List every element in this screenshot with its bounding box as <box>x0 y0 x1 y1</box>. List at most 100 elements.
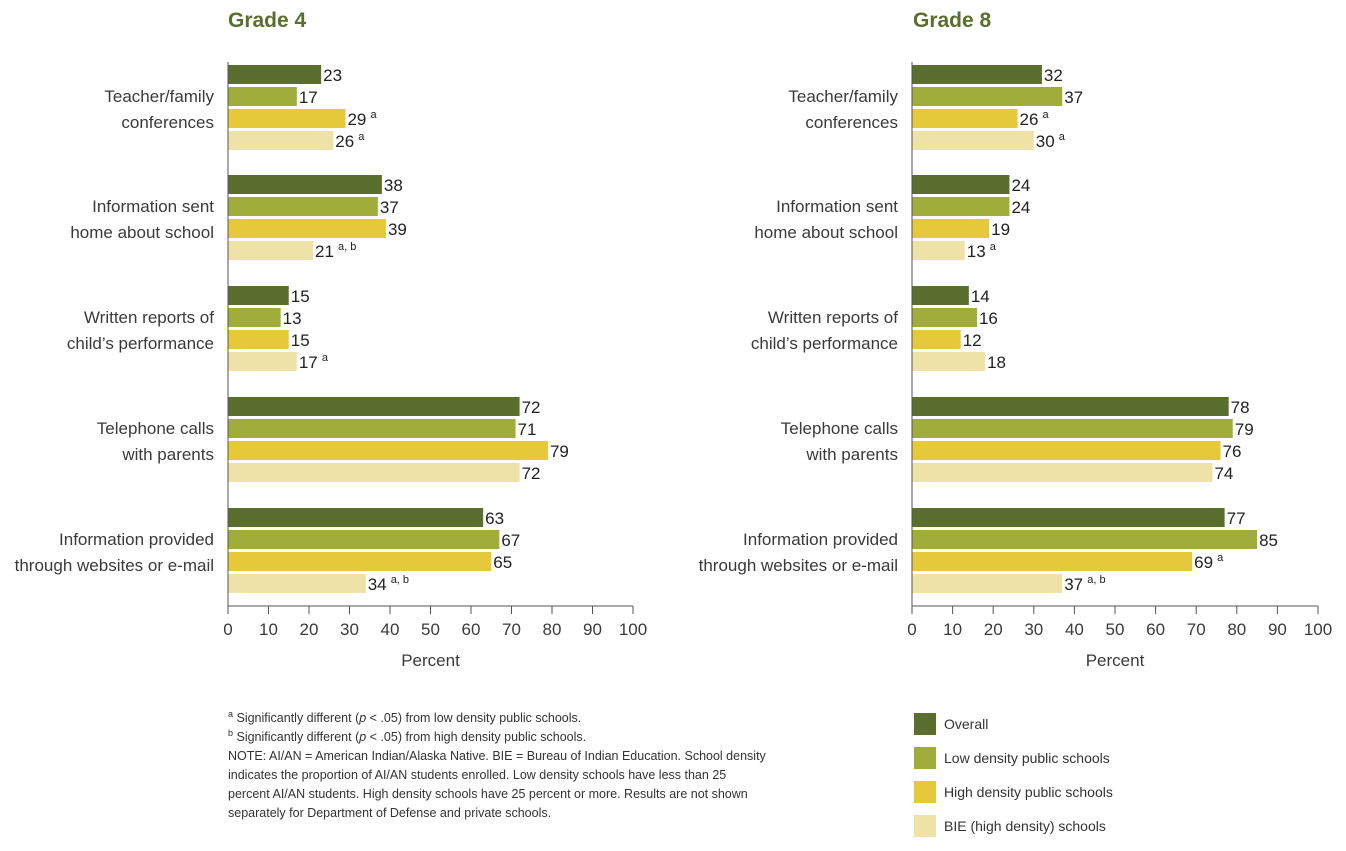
bar-value-label: 76 <box>1223 442 1242 461</box>
bar <box>228 508 484 527</box>
category-label: Information provided through websites or … <box>699 530 898 575</box>
significance-note: a, b <box>391 574 409 586</box>
bar-value-label: 26 <box>335 132 354 151</box>
legend-swatch-high-density <box>914 781 936 803</box>
x-tick-label: 10 <box>943 620 962 639</box>
x-tick-label: 20 <box>300 620 319 639</box>
significance-note: a <box>322 352 329 364</box>
x-tick-label: 0 <box>223 620 232 639</box>
category-label-line: Information provided <box>743 530 898 549</box>
bar <box>912 197 1010 216</box>
footnote-a-p: p <box>359 711 367 725</box>
category-label-line: home about school <box>70 223 214 242</box>
category-label-line: Information sent <box>92 197 214 216</box>
legend-label-low-density: Low density public schools <box>944 750 1110 766</box>
category-label: Teacher/family conferences <box>788 87 898 132</box>
category-label: Teacher/family conferences <box>104 87 214 132</box>
bar <box>228 109 346 128</box>
category-label: Written reports of child’s performance <box>751 308 898 353</box>
category-label-line: Written reports of <box>84 308 214 327</box>
bar-value-label: 15 <box>291 331 310 350</box>
bar-value-label: 18 <box>987 353 1006 372</box>
footnote-b-p: p <box>359 730 367 744</box>
x-tick-label: 30 <box>1024 620 1043 639</box>
bar <box>912 308 977 327</box>
bar <box>912 530 1258 549</box>
bar-value-label: 12 <box>963 331 982 350</box>
bar <box>228 308 281 327</box>
category-label-line: through websites or e-mail <box>15 556 214 575</box>
category-label-line: conferences <box>805 113 898 132</box>
x-tick-label: 90 <box>583 620 602 639</box>
x-tick-label: 40 <box>1065 620 1084 639</box>
legend-item-low-density: Low density public schools <box>914 741 1113 775</box>
bar <box>228 419 516 438</box>
bar-value-label: 79 <box>550 442 569 461</box>
x-tick-label: 30 <box>340 620 359 639</box>
significance-note: a, b <box>338 241 356 253</box>
bar <box>228 463 520 482</box>
significance-note: a <box>1217 552 1224 564</box>
footnotes: a Significantly different (p < .05) from… <box>228 709 768 823</box>
category-label-line: home about school <box>754 223 898 242</box>
legend: Overall Low density public schools High … <box>914 707 1113 843</box>
category-label-line: Telephone calls <box>781 419 898 438</box>
category-label: Telephone calls with parents <box>781 419 898 464</box>
x-tick-label: 80 <box>1227 620 1246 639</box>
bar-value-label: 29 <box>347 110 366 129</box>
x-tick-label: 70 <box>502 620 521 639</box>
bar <box>228 131 334 150</box>
bar <box>228 330 289 349</box>
footnote-a-text-1: Significantly different ( <box>233 711 360 725</box>
legend-label-bie: BIE (high density) schools <box>944 818 1106 834</box>
bar-value-label: 78 <box>1231 398 1250 417</box>
bar <box>228 175 382 194</box>
x-tick-label: 80 <box>543 620 562 639</box>
bar <box>228 219 386 238</box>
bar-value-label: 71 <box>518 420 537 439</box>
x-tick-label: 100 <box>619 620 647 639</box>
footnote-a-marker: a <box>228 708 234 719</box>
x-tick-label: 40 <box>381 620 400 639</box>
legend-item-bie: BIE (high density) schools <box>914 809 1113 843</box>
bar-value-label: 26 <box>1020 110 1039 129</box>
bar <box>228 397 520 416</box>
x-tick-label: 50 <box>421 620 440 639</box>
bar-value-label: 14 <box>971 287 990 306</box>
bar <box>912 65 1042 84</box>
footnote-b-marker: b <box>228 727 234 738</box>
bar-value-label: 21 <box>315 242 334 261</box>
bar-value-label: 13 <box>967 242 986 261</box>
category-label-line: Teacher/family <box>788 87 898 106</box>
category-label-line: child’s performance <box>751 334 898 353</box>
category-label: Information sent home about school <box>754 197 898 242</box>
bar <box>912 109 1018 128</box>
bar-value-label: 17 <box>299 353 318 372</box>
bar <box>912 463 1213 482</box>
category-label-line: Teacher/family <box>104 87 214 106</box>
bar <box>912 219 990 238</box>
bar-value-label: 16 <box>979 309 998 328</box>
significance-note: a <box>370 109 377 121</box>
footnote-b: b Significantly different (p < .05) from… <box>228 728 768 747</box>
chart-title: Grade 8 <box>913 9 992 32</box>
bar-value-label: 15 <box>291 287 310 306</box>
footnote-note: NOTE: AI/AN = American Indian/Alaska Nat… <box>228 749 766 820</box>
bar <box>228 87 297 106</box>
bar-value-label: 13 <box>283 309 302 328</box>
x-tick-label: 10 <box>259 620 278 639</box>
bar-value-label: 63 <box>485 509 504 528</box>
bar-value-label: 30 <box>1036 132 1055 151</box>
bar <box>912 175 1010 194</box>
category-label-line: with parents <box>805 445 898 464</box>
category-label-line: Telephone calls <box>97 419 214 438</box>
significance-note: a <box>990 241 997 253</box>
bar <box>228 286 289 305</box>
bar <box>228 241 314 260</box>
footnote-b-text-1: Significantly different ( <box>233 730 360 744</box>
bar-value-label: 74 <box>1214 464 1233 483</box>
bar-value-label: 23 <box>323 66 342 85</box>
